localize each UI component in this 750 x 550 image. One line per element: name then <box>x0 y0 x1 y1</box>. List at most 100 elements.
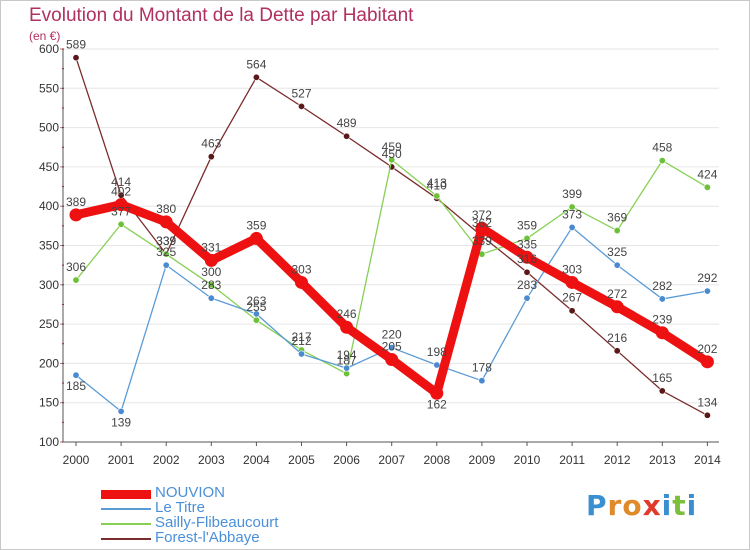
data-point-1 <box>568 223 576 231</box>
legend-label: Sailly-Flibeaucourt <box>155 514 279 531</box>
data-label: 283 <box>517 278 537 292</box>
data-label: 272 <box>607 287 627 301</box>
data-point-2 <box>568 203 576 211</box>
data-point-1 <box>72 371 80 379</box>
y-tick-label: 200 <box>39 356 59 370</box>
logo-letter: P <box>586 489 608 522</box>
data-point-1 <box>252 310 260 318</box>
data-label: 339 <box>156 234 176 248</box>
data-label: 178 <box>472 361 492 375</box>
data-label: 239 <box>652 313 672 327</box>
legend-swatch <box>101 523 151 525</box>
x-tick-label: 2006 <box>333 453 360 467</box>
logo-letter: r <box>607 489 623 522</box>
legend-item: Forest-l'Abbaye <box>101 529 401 546</box>
data-label: 359 <box>517 218 537 232</box>
data-label: 373 <box>562 207 582 221</box>
data-label: 399 <box>562 187 582 201</box>
legend-label: NOUVION <box>155 484 226 501</box>
data-point-2 <box>703 183 711 191</box>
data-point-0 <box>204 253 218 267</box>
logo-letter: i <box>686 489 698 522</box>
data-label: 303 <box>562 262 582 276</box>
data-label: 246 <box>337 307 357 321</box>
y-tick-label: 300 <box>39 278 59 292</box>
data-label: 564 <box>246 57 266 71</box>
x-tick-label: 2000 <box>63 453 90 467</box>
data-point-0 <box>340 320 354 334</box>
data-label: 458 <box>652 141 672 155</box>
data-label: 134 <box>697 395 717 409</box>
data-label: 359 <box>246 218 266 232</box>
data-label: 205 <box>382 339 402 353</box>
data-point-1 <box>433 361 441 369</box>
data-label: 139 <box>111 415 131 429</box>
data-label: 339 <box>156 234 176 248</box>
data-label: 335 <box>517 237 537 251</box>
data-label: 331 <box>201 240 221 254</box>
x-tick-label: 2002 <box>153 453 180 467</box>
data-label: 283 <box>201 278 221 292</box>
data-label: 369 <box>607 211 627 225</box>
data-label: 463 <box>201 137 221 151</box>
data-label: 414 <box>111 175 131 189</box>
data-point-1 <box>478 377 486 385</box>
data-label: 292 <box>697 271 717 285</box>
y-tick-label: 450 <box>39 160 59 174</box>
legend-item: Le Titre <box>101 499 401 516</box>
data-label: 527 <box>291 86 311 100</box>
x-tick-label: 2013 <box>649 453 676 467</box>
x-tick-label: 2012 <box>604 453 631 467</box>
data-point-2 <box>207 281 215 289</box>
y-tick-label: 350 <box>39 239 59 253</box>
data-label: 162 <box>427 397 447 411</box>
data-point-0 <box>565 275 579 289</box>
data-label: 372 <box>472 208 492 222</box>
data-label: 424 <box>697 167 717 181</box>
data-point-0 <box>610 300 624 314</box>
data-label: 362 <box>472 216 492 230</box>
data-point-3 <box>658 387 666 395</box>
x-tick-label: 2003 <box>198 453 225 467</box>
data-label: 216 <box>607 331 627 345</box>
y-tick-label: 400 <box>39 199 59 213</box>
x-tick-label: 2008 <box>423 453 450 467</box>
data-label: 220 <box>382 328 402 342</box>
legend-item: NOUVION <box>101 484 401 501</box>
data-label: 306 <box>66 260 86 274</box>
chart-title: Evolution du Montant de la Dette par Hab… <box>29 5 414 26</box>
data-label: 255 <box>246 300 266 314</box>
data-point-2 <box>613 227 621 235</box>
y-tick-label: 500 <box>39 121 59 135</box>
data-point-3 <box>207 153 215 161</box>
data-point-1 <box>297 350 305 358</box>
data-point-2 <box>523 234 531 242</box>
data-point-0 <box>249 231 263 245</box>
data-point-0 <box>385 352 399 366</box>
y-tick-label: 250 <box>39 317 59 331</box>
data-label: 325 <box>156 245 176 259</box>
data-label: 389 <box>66 195 86 209</box>
x-tick-label: 2009 <box>469 453 496 467</box>
x-tick-label: 2001 <box>108 453 135 467</box>
y-tick-label: 600 <box>39 42 59 56</box>
y-tick-label: 100 <box>39 435 59 449</box>
logo-letter: i <box>661 489 673 522</box>
data-label: 185 <box>66 379 86 393</box>
data-point-3 <box>297 102 305 110</box>
data-label: 450 <box>382 147 402 161</box>
data-point-2 <box>117 220 125 228</box>
x-tick-label: 2005 <box>288 453 315 467</box>
data-point-2 <box>252 316 260 324</box>
data-label: 459 <box>382 140 402 154</box>
y-tick-label: 550 <box>39 81 59 95</box>
x-tick-label: 2011 <box>559 453 585 467</box>
unit-label: (en €) <box>29 29 61 43</box>
data-point-3 <box>252 73 260 81</box>
data-point-2 <box>388 156 396 164</box>
data-label: 263 <box>246 294 266 308</box>
data-point-0 <box>159 215 173 229</box>
data-point-3 <box>703 411 711 419</box>
